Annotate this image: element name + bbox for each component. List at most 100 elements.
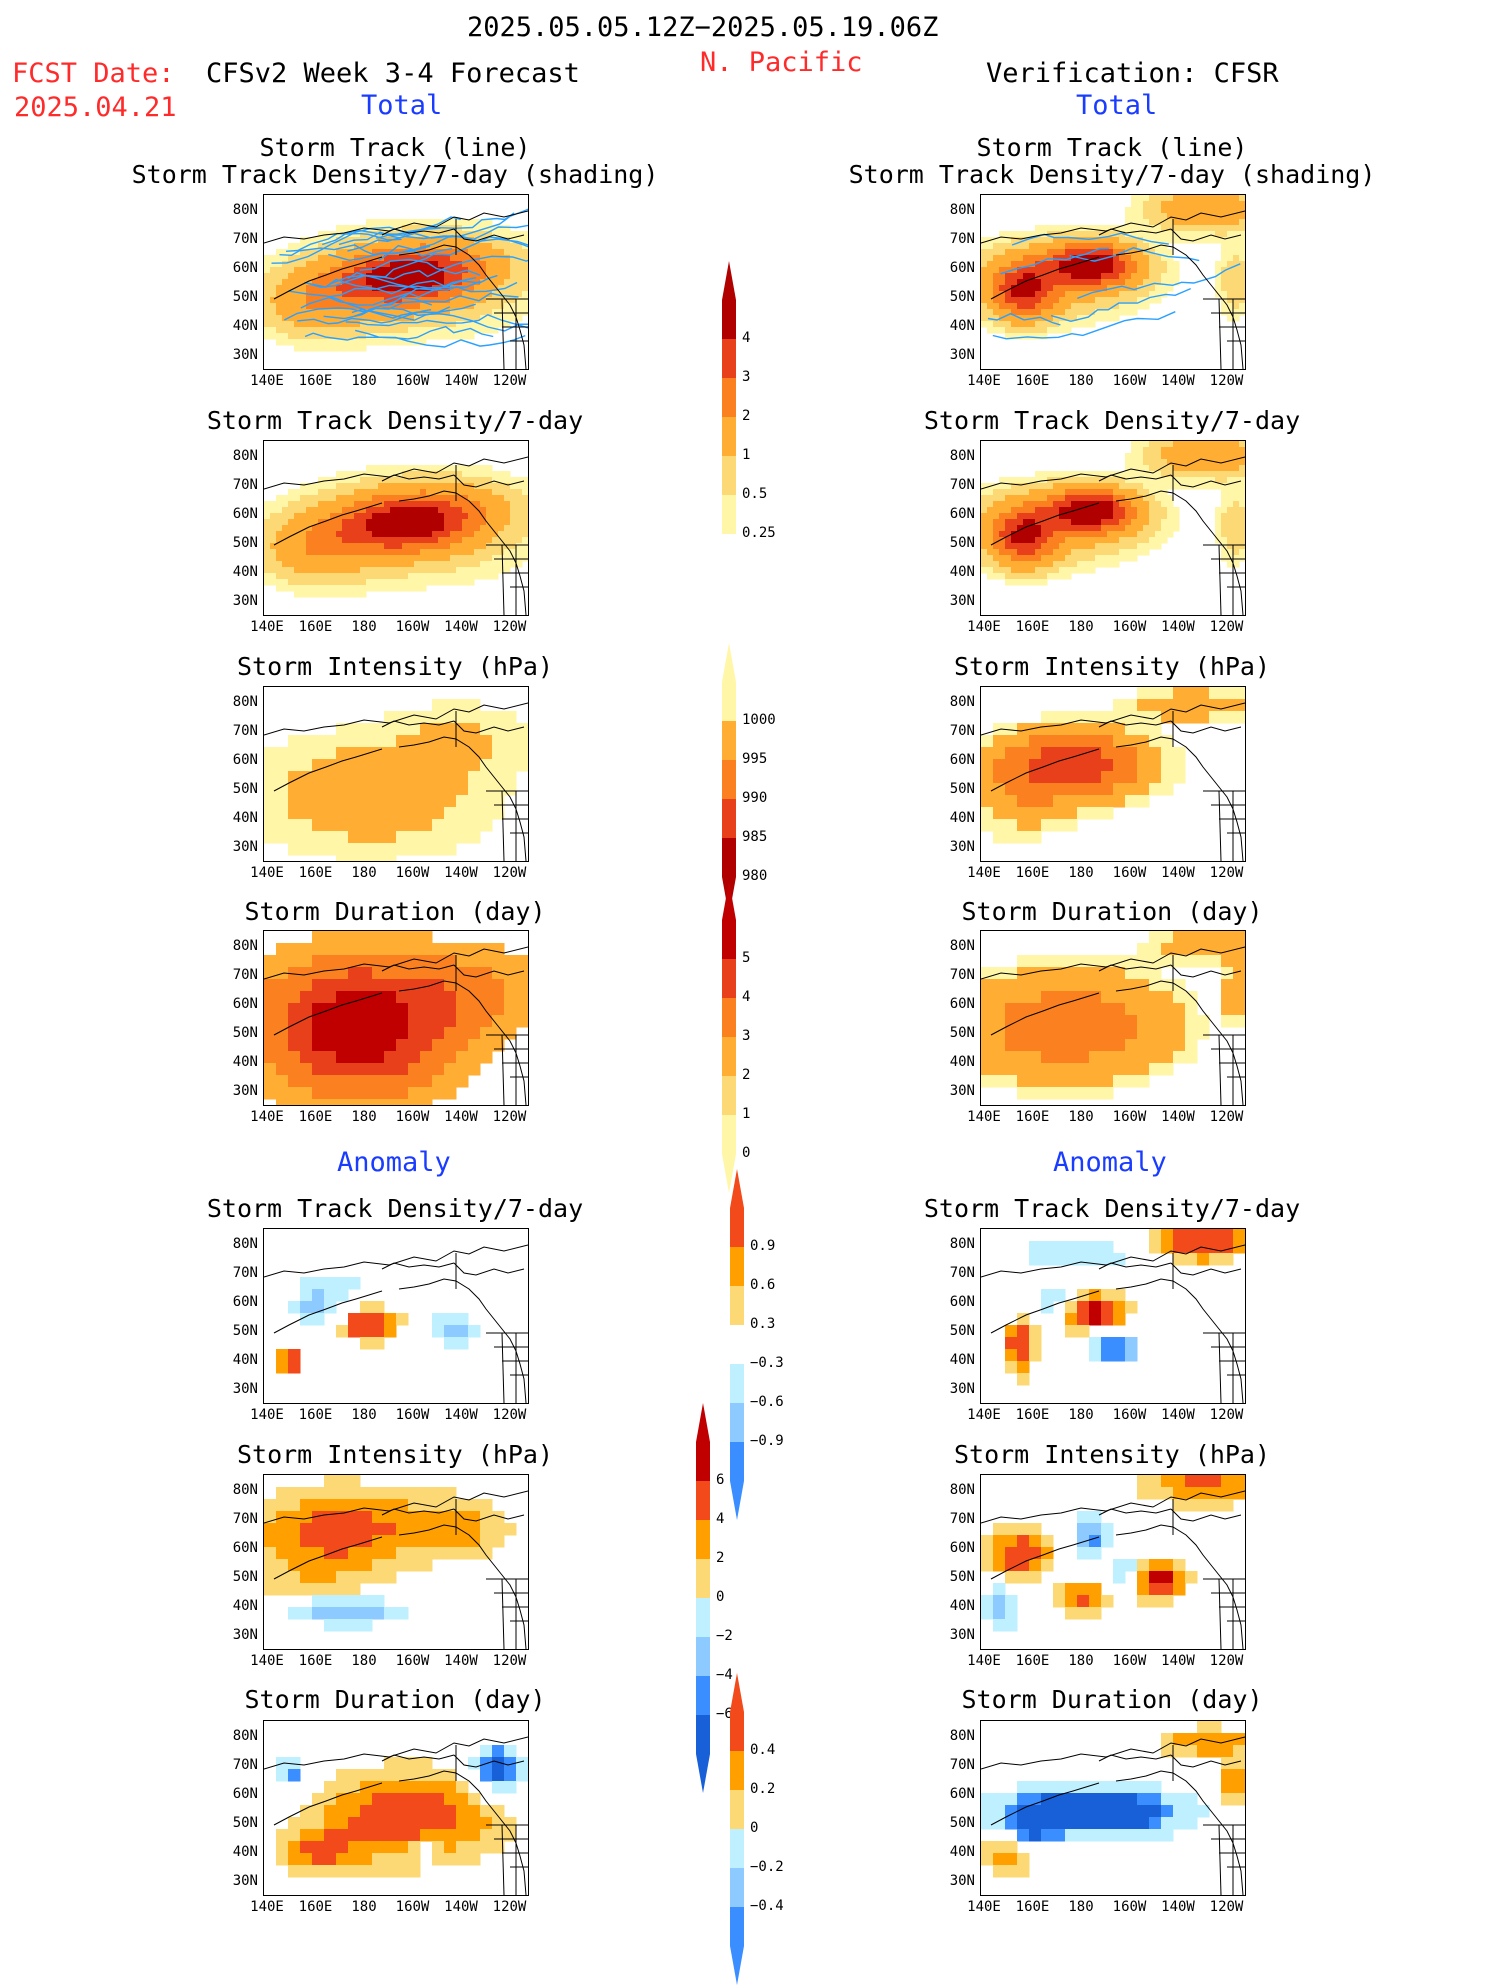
duration-total-colorbar [722, 881, 736, 1193]
left-anom-intensity-title: Storm Intensity (hPa) [236, 1440, 554, 1469]
lon-tick-label: 160W [1112, 1653, 1147, 1669]
lat-tick-label: 50N [949, 535, 975, 551]
lon-tick-label: 140W [1161, 619, 1195, 635]
lat-tick-label: 60N [232, 506, 258, 522]
lat-tick-label: 80N [232, 202, 258, 218]
right-total-duration-shading [981, 931, 1245, 1100]
lon-tick-label: 120W [492, 619, 527, 635]
lon-tick-label: 140E [250, 373, 284, 389]
lon-tick-label: 180 [1068, 1109, 1094, 1125]
lon-tick-label: 140E [967, 1407, 1001, 1423]
lon-tick-label: 180 [1068, 1653, 1094, 1669]
lon-tick-label: 160E [1015, 1653, 1050, 1669]
lon-tick-label: 160E [298, 619, 333, 635]
lat-tick-label: 50N [232, 1025, 258, 1041]
lon-tick-label: 120W [492, 1407, 527, 1423]
lon-tick-label: 140W [444, 1653, 478, 1669]
lat-tick-label: 50N [949, 1569, 975, 1585]
lon-tick-label: 160E [298, 1109, 333, 1125]
forecast-period-title: 2025.05.05.12Z−2025.05.19.06Z [467, 12, 939, 43]
lon-tick-label: 180 [351, 865, 377, 881]
density-total-colorbar-label: 0.25 [742, 525, 776, 541]
density-anom-colorbar-label: −0.9 [750, 1433, 784, 1449]
left-anom-density-shading [276, 1277, 481, 1374]
right-column-title: Verification: CFSR [986, 58, 1279, 89]
lon-tick-label: 180 [1068, 1899, 1094, 1915]
lon-tick-label: 180 [351, 619, 377, 635]
right-anom-density-coastline [981, 1244, 1245, 1403]
right-total-intensity-map [980, 686, 1246, 862]
lat-tick-label: 70N [949, 477, 975, 493]
lon-tick-label: 140W [444, 1109, 478, 1125]
duration-anom-colorbar-label: −0.2 [750, 1859, 784, 1875]
left-anom-duration-map [263, 1720, 529, 1896]
lat-tick-label: 80N [949, 694, 975, 710]
intensity-anom-colorbar-label: 2 [716, 1550, 725, 1566]
lon-tick-label: 120W [492, 1899, 527, 1915]
lon-tick-label: 140W [1161, 1109, 1195, 1125]
intensity-total-colorbar-label: 990 [742, 790, 768, 806]
left-total-duration-coastline [264, 946, 528, 1105]
lon-tick-label: 140W [1161, 1407, 1195, 1423]
lon-tick-label: 180 [351, 1899, 377, 1915]
left-anom-intensity-map [263, 1474, 529, 1650]
density-total-colorbar-label: 4 [742, 330, 751, 346]
lon-tick-label: 180 [1068, 373, 1094, 389]
lon-tick-label: 160E [1015, 1109, 1050, 1125]
lat-tick-label: 60N [949, 1540, 975, 1556]
left-anom-intensity-shading [264, 1475, 517, 1632]
density-anom-colorbar-label: −0.6 [750, 1394, 784, 1410]
right-total-duration-coastline [981, 946, 1245, 1105]
left-total-intensity-coastline [264, 702, 528, 861]
lat-tick-label: 50N [949, 289, 975, 305]
lon-tick-label: 120W [1209, 1899, 1244, 1915]
lat-tick-label: 60N [232, 1294, 258, 1310]
density-total-colorbar-label: 1 [742, 447, 751, 463]
fcst-date-label: FCST Date: [12, 58, 175, 89]
lon-tick-label: 180 [351, 1109, 377, 1125]
lat-tick-label: 60N [949, 1786, 975, 1802]
lat-tick-label: 60N [232, 260, 258, 276]
duration-total-colorbar-label: 4 [742, 989, 751, 1005]
intensity-anom-colorbar-label: −2 [716, 1628, 733, 1644]
left-total-duration-shading [264, 931, 528, 1105]
region-title: N. Pacific [700, 47, 863, 78]
intensity-anom-colorbar-label: 0 [716, 1589, 725, 1605]
duration-total-colorbar-label: 1 [742, 1106, 751, 1122]
intensity-anom-colorbar-label: −6 [716, 1706, 733, 1722]
lon-tick-label: 180 [351, 1407, 377, 1423]
left-total-density-shading [264, 465, 528, 598]
duration-total-colorbar-label: 0 [742, 1145, 751, 1161]
duration-anom-colorbar-label: 0.2 [750, 1781, 776, 1797]
density-anom-colorbar-label: −0.3 [750, 1355, 784, 1371]
density-total-colorbar-label: 3 [742, 369, 751, 385]
lon-tick-label: 160W [1112, 373, 1147, 389]
left-total-duration-map [263, 930, 529, 1106]
lat-tick-label: 70N [949, 231, 975, 247]
lat-tick-label: 50N [949, 1025, 975, 1041]
right-total-density-title: Storm Track Density/7-day [923, 406, 1301, 435]
lat-tick-label: 50N [949, 1323, 975, 1339]
lat-tick-label: 70N [949, 1757, 975, 1773]
lon-tick-label: 160E [1015, 1407, 1050, 1423]
left-anom-density-title: Storm Track Density/7-day [206, 1194, 584, 1223]
intensity-anom-colorbar-label: −4 [716, 1667, 733, 1683]
lat-tick-label: 70N [232, 967, 258, 983]
intensity-total-colorbar-label: 980 [742, 868, 768, 884]
lat-tick-label: 80N [949, 1728, 975, 1744]
lat-tick-label: 50N [949, 781, 975, 797]
intensity-total-colorbar-label: 995 [742, 751, 768, 767]
lat-tick-label: 40N [232, 318, 258, 334]
right-total-intensity-shading [981, 687, 1245, 844]
lat-tick-label: 30N [232, 593, 258, 609]
right-total-density-tracks-coastline [981, 210, 1245, 369]
intensity-anom-colorbar [696, 1403, 710, 1793]
lat-tick-label: 40N [232, 564, 258, 580]
lat-tick-label: 50N [232, 535, 258, 551]
lat-tick-label: 40N [949, 1054, 975, 1070]
right-anom-duration-coastline [981, 1736, 1245, 1895]
lat-tick-label: 80N [232, 1728, 258, 1744]
lat-tick-label: 80N [232, 694, 258, 710]
lat-tick-label: 70N [232, 723, 258, 739]
lat-tick-label: 70N [949, 723, 975, 739]
